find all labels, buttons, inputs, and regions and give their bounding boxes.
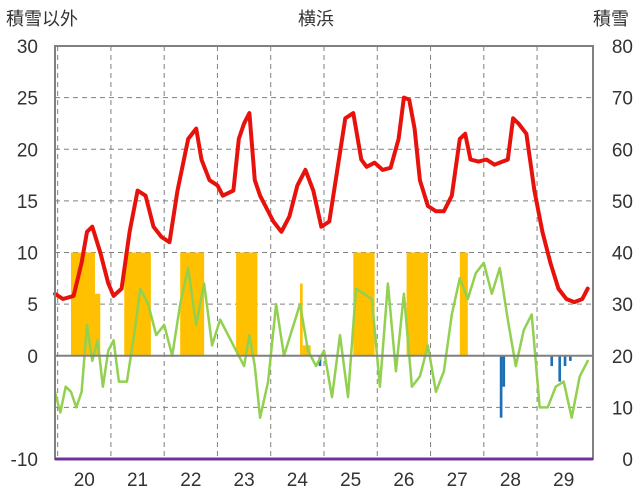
bar (300, 283, 303, 356)
x-tick-label: 26 (393, 470, 414, 491)
x-tick-label: 20 (74, 470, 95, 491)
right-tick-label: 0 (622, 450, 633, 471)
x-tick-label: 21 (127, 470, 148, 491)
series-lines (53, 95, 590, 419)
bar (563, 355, 567, 367)
left-tick-label: 25 (17, 89, 38, 110)
right-axis-title: 積雪 (593, 9, 629, 30)
left-tick-label: 20 (17, 140, 38, 161)
bar (94, 293, 101, 356)
right-tick-label: 20 (612, 347, 633, 368)
left-axis-title: 積雪以外 (6, 9, 78, 30)
bar (550, 355, 554, 367)
left-y-axis-ticks: 30 25 20 15 10 5 0 -10 (11, 37, 38, 471)
bar (70, 252, 95, 356)
left-tick-label: 10 (17, 244, 38, 265)
bar (502, 355, 506, 387)
left-tick-label: 5 (27, 295, 38, 316)
left-tick-label: -10 (11, 450, 38, 471)
bar (302, 345, 311, 356)
right-y-axis-ticks: 80 70 60 50 40 30 20 10 0 (612, 37, 633, 471)
orange-bars (70, 252, 468, 356)
bar (499, 355, 503, 418)
left-tick-label: 30 (17, 37, 38, 58)
right-tick-label: 60 (612, 140, 633, 161)
right-tick-label: 30 (612, 295, 633, 316)
bar (558, 355, 562, 382)
bar (459, 252, 468, 356)
x-axis-categories: 20 21 22 23 24 25 26 27 28 29 (74, 470, 575, 491)
bar (236, 252, 258, 356)
left-tick-label: 0 (27, 347, 38, 368)
green-line (53, 261, 589, 419)
x-tick-label: 28 (500, 470, 521, 491)
red-line (53, 95, 590, 305)
bar (353, 252, 375, 356)
chart-title: 横浜 (298, 9, 334, 30)
x-tick-label: 24 (287, 470, 309, 491)
right-tick-label: 10 (612, 398, 633, 419)
x-tick-label: 25 (340, 470, 361, 491)
x-tick-label: 27 (447, 470, 468, 491)
right-tick-label: 80 (612, 37, 633, 58)
right-tick-label: 50 (612, 192, 633, 213)
bar (569, 355, 572, 361)
bar (406, 252, 428, 356)
x-tick-label: 23 (234, 470, 255, 491)
right-tick-label: 70 (612, 89, 633, 110)
left-tick-label: 15 (17, 192, 38, 213)
x-tick-label: 29 (553, 470, 574, 491)
x-tick-label: 22 (180, 470, 201, 491)
plot-frame (54, 45, 594, 461)
right-tick-label: 40 (612, 244, 633, 265)
